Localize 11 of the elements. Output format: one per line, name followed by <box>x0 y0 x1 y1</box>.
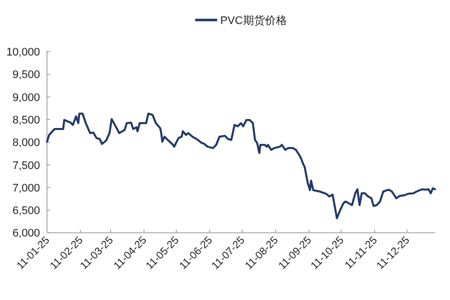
y-tick-label: 9,500 <box>12 69 40 82</box>
y-tick-label: 10,000 <box>6 46 40 59</box>
y-tick-label: 7,000 <box>12 182 40 194</box>
legend-label: PVC期货价格 <box>220 15 287 27</box>
y-tick-label: 9,000 <box>12 92 40 104</box>
y-tick-label: 8,500 <box>12 114 40 127</box>
y-tick-label: 8,000 <box>12 137 40 150</box>
y-tick-label: 7,500 <box>12 160 40 172</box>
y-tick-label: 6,000 <box>12 228 40 240</box>
y-tick-label: 6,500 <box>12 205 40 218</box>
line-series <box>46 112 436 220</box>
